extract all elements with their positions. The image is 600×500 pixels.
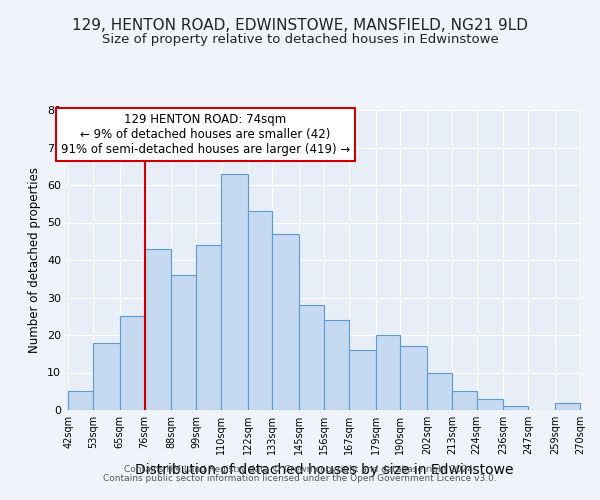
Bar xyxy=(427,372,452,410)
Bar xyxy=(476,399,503,410)
Bar xyxy=(349,350,376,410)
Bar xyxy=(145,248,172,410)
Bar xyxy=(400,346,427,410)
Text: 129 HENTON ROAD: 74sqm
← 9% of detached houses are smaller (42)
91% of semi-deta: 129 HENTON ROAD: 74sqm ← 9% of detached … xyxy=(61,113,350,156)
Bar xyxy=(272,234,299,410)
Bar xyxy=(324,320,349,410)
Bar xyxy=(172,275,196,410)
Bar xyxy=(93,342,120,410)
Bar xyxy=(452,391,476,410)
X-axis label: Distribution of detached houses by size in Edwinstowe: Distribution of detached houses by size … xyxy=(135,462,513,476)
Bar xyxy=(248,211,272,410)
Bar xyxy=(196,245,221,410)
Bar xyxy=(376,335,400,410)
Text: Contains public sector information licensed under the Open Government Licence v3: Contains public sector information licen… xyxy=(103,474,497,483)
Bar xyxy=(299,305,324,410)
Text: Size of property relative to detached houses in Edwinstowe: Size of property relative to detached ho… xyxy=(101,32,499,46)
Y-axis label: Number of detached properties: Number of detached properties xyxy=(28,167,41,353)
Text: 129, HENTON ROAD, EDWINSTOWE, MANSFIELD, NG21 9LD: 129, HENTON ROAD, EDWINSTOWE, MANSFIELD,… xyxy=(72,18,528,32)
Bar xyxy=(68,391,93,410)
Bar xyxy=(555,402,580,410)
Bar xyxy=(120,316,145,410)
Text: Contains HM Land Registry data © Crown copyright and database right 2024.: Contains HM Land Registry data © Crown c… xyxy=(124,466,476,474)
Bar xyxy=(503,406,528,410)
Bar xyxy=(221,174,248,410)
